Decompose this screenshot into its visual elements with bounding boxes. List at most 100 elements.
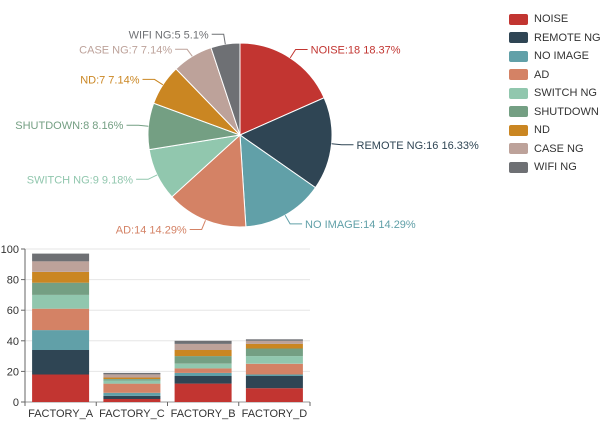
pie-label-line-shutdown	[126, 124, 149, 127]
legend-swatch	[509, 13, 528, 25]
bar-segment-factory-c-noise[interactable]	[103, 398, 161, 402]
pie-label-line-remote-ng	[331, 143, 354, 146]
pie-slice-remote-ng[interactable]	[238, 97, 333, 189]
bar-segment-factory-d-noise[interactable]	[245, 388, 303, 402]
pie-label-no-image: NO IMAGE:14 14.29%	[305, 219, 416, 231]
bar-segment-factory-b-case-ng[interactable]	[174, 343, 232, 350]
bar-segment-factory-d-switch-ng[interactable]	[245, 356, 303, 364]
bar-segment-factory-b-noise[interactable]	[174, 383, 232, 402]
bar-segment-factory-a-remote-ng[interactable]	[32, 350, 90, 375]
pie-label-line-wifi-ng	[211, 33, 226, 45]
legend-swatch	[509, 106, 528, 118]
bar-segment-factory-a-switch-ng[interactable]	[32, 294, 90, 309]
y-tick-label: 100	[1, 244, 19, 256]
x-tick-label: FACTORY_D	[242, 408, 308, 420]
pie-label-case-ng: CASE NG:7 7.14%	[79, 44, 172, 56]
legend-label: AD	[534, 68, 550, 81]
bar-segment-factory-c-switch-ng[interactable]	[103, 380, 161, 384]
bar-segment-factory-b-no-image[interactable]	[174, 372, 232, 376]
pie-label-nd: ND:7 7.14%	[80, 74, 140, 86]
bar-segment-factory-d-remote-ng[interactable]	[245, 376, 303, 389]
pie-label-line-switch-ng	[136, 174, 158, 180]
bar-segment-factory-b-switch-ng[interactable]	[174, 363, 232, 369]
pie-label-line-ad	[189, 220, 206, 230]
bar-segment-factory-b-wifi-ng[interactable]	[174, 340, 232, 344]
bar-segment-factory-c-wifi-ng[interactable]	[103, 372, 161, 375]
pie-label-ad: AD:14 14.29%	[116, 225, 187, 237]
legend-label: SHUTDOWN	[534, 105, 599, 118]
bar-segment-factory-a-nd[interactable]	[32, 272, 90, 283]
y-tick-label: 20	[7, 366, 19, 378]
bar-segment-factory-a-wifi-ng[interactable]	[32, 253, 90, 262]
legend-item-switch-ng[interactable]: SWITCH NG	[509, 84, 600, 103]
pie-slice-no-image[interactable]	[239, 133, 317, 228]
bar-segment-factory-d-no-image[interactable]	[245, 374, 303, 377]
bar-segment-factory-a-ad[interactable]	[32, 308, 90, 331]
pie-label-noise: NOISE:18 18.37%	[311, 45, 401, 57]
bar-segment-factory-b-ad[interactable]	[174, 368, 232, 373]
pie-label-line-nd	[142, 78, 164, 86]
y-tick-label: 60	[7, 305, 19, 317]
legend-swatch	[509, 32, 528, 44]
pie-label-line-noise	[289, 49, 308, 59]
legend-item-no-image[interactable]: NO IMAGE	[509, 47, 600, 66]
legend-label: WIFI NG	[534, 161, 577, 174]
pie-label-shutdown: SHUTDOWN:8 8.16%	[15, 120, 123, 132]
legend-swatch	[509, 69, 528, 81]
pie-label-line-case-ng	[175, 48, 193, 57]
bar-segment-factory-d-nd[interactable]	[245, 343, 303, 349]
legend-swatch	[509, 50, 528, 62]
legend-item-wifi-ng[interactable]: WIFI NG	[509, 158, 600, 177]
pie-slice-noise[interactable]	[239, 42, 325, 136]
legend-item-shutdown[interactable]: SHUTDOWN	[509, 103, 600, 122]
x-tick-label: FACTORY_B	[171, 408, 236, 420]
bar-segment-factory-c-no-image[interactable]	[103, 392, 161, 396]
legend-swatch	[509, 124, 528, 136]
bar-segment-factory-c-ad[interactable]	[103, 383, 161, 393]
bar-segment-factory-d-ad[interactable]	[245, 363, 303, 375]
legend-swatch	[509, 143, 528, 155]
bar-segment-factory-a-noise[interactable]	[32, 374, 90, 403]
legend-item-case-ng[interactable]: CASE NG	[509, 140, 600, 159]
legend-label: NOISE	[534, 13, 569, 26]
legend-label: ND	[534, 124, 550, 137]
legend: NOISE REMOTE NG NO IMAGE AD SWITCH NG SHUTDOW…	[509, 10, 600, 177]
legend-label: CASE NG	[534, 142, 584, 155]
legend-swatch	[509, 161, 528, 173]
y-tick-label: 40	[7, 336, 19, 348]
legend-label: SWITCH NG	[534, 87, 597, 100]
bar-segment-factory-d-shutdown[interactable]	[245, 348, 303, 357]
bar-chart: 0 20 40 60 80 100 FACTORY_A FACTORY_C FACTORY_B F…	[1, 244, 311, 420]
legend-label: REMOTE NG	[534, 31, 600, 44]
legend-item-ad[interactable]: AD	[509, 66, 600, 85]
bar-segment-factory-b-remote-ng[interactable]	[174, 376, 232, 384]
pie-label-line-no-image	[284, 214, 303, 225]
bar-segment-factory-a-no-image[interactable]	[32, 330, 90, 350]
legend-item-remote-ng[interactable]: REMOTE NG	[509, 29, 600, 48]
y-tick-label: 0	[13, 397, 19, 409]
bar-segment-factory-d-case-ng[interactable]	[245, 340, 303, 344]
pie-label-remote-ng: REMOTE NG:16 16.33%	[357, 140, 479, 152]
x-tick-label: FACTORY_C	[99, 408, 165, 420]
bar-segment-factory-c-case-ng[interactable]	[103, 374, 161, 378]
y-tick-label: 80	[7, 275, 19, 287]
bar-segment-factory-c-shutdown[interactable]	[103, 379, 161, 381]
bar-segment-factory-b-shutdown[interactable]	[174, 356, 232, 364]
legend-item-noise[interactable]: NOISE	[509, 10, 600, 29]
pie-slice-ad[interactable]	[171, 133, 247, 228]
legend-swatch	[509, 87, 528, 99]
bar-segment-factory-c-remote-ng[interactable]	[103, 395, 161, 399]
pie-chart: NOISE:18 18.37% REMOTE NG:16 16.33% NO IMA…	[15, 29, 479, 236]
pie-label-wifi-ng: WIFI NG:5 5.1%	[129, 29, 209, 41]
legend-item-nd[interactable]: ND	[509, 121, 600, 140]
bar-segment-factory-a-shutdown[interactable]	[32, 282, 90, 295]
pie-label-switch-ng: SWITCH NG:9 9.18%	[27, 174, 134, 186]
legend-label: NO IMAGE	[534, 50, 590, 63]
bar-segment-factory-c-nd[interactable]	[103, 377, 161, 380]
bar-segment-factory-d-wifi-ng[interactable]	[245, 339, 303, 341]
bar-segment-factory-b-nd[interactable]	[174, 350, 232, 357]
bar-segment-factory-a-case-ng[interactable]	[32, 261, 90, 272]
x-tick-label: FACTORY_A	[28, 408, 94, 420]
